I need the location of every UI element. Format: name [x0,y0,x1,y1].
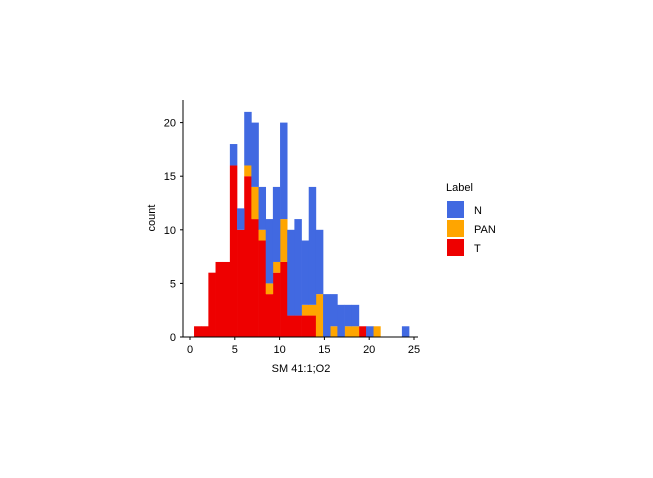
bar-t [280,261,288,337]
x-tick-label: 0 [187,344,193,356]
bar-n [280,122,288,220]
bar-n [258,186,267,230]
bar-pan [244,165,252,177]
bar-pan [301,304,310,316]
legend-key-pan [447,220,464,237]
bar-t [308,315,317,337]
legend-title: Label [446,182,473,194]
bar-pan [265,283,274,295]
bar-t [358,326,367,337]
legend-key-n [447,201,464,218]
x-tick-label: 20 [363,344,375,356]
bar-n [315,229,324,295]
bar-pan [308,304,317,316]
x-axis-title: SM 41:1;O2 [272,363,331,375]
bar-n [366,326,374,337]
bar-n [244,111,252,166]
bar-pan [258,229,267,241]
x-tick-label: 15 [318,344,330,356]
bar-n [323,294,331,337]
bar-t [237,229,245,337]
x-tick-label: 10 [273,344,285,356]
legend-label-t: T [474,243,481,255]
y-tick-label: 20 [164,118,176,130]
bar-n [272,186,281,262]
bar-n [229,144,238,166]
bar-pan [280,219,288,262]
bar-n [287,229,295,316]
bar-pan [330,326,338,337]
bar-n [265,219,274,284]
bar-n [301,240,310,305]
y-tick-label: 10 [164,225,176,237]
legend-label-pan: PAN [474,224,496,236]
bar-t [301,315,310,337]
x-tick-label: 5 [232,344,238,356]
bar-n [337,304,345,337]
bar-n [401,326,410,337]
bar-t [222,261,231,337]
legend-label-n: N [474,205,482,217]
bar-pan [315,294,324,337]
bar-n [294,219,302,316]
bar-t [251,219,259,337]
bar-pan [272,261,281,273]
bar-n [308,186,317,305]
bar-t [244,176,252,337]
bar-n [344,304,353,327]
x-tick-label: 25 [408,344,420,356]
bar-n [330,294,338,327]
bar-n [351,304,360,327]
bar-n [251,122,259,187]
bar-t [272,272,281,337]
y-tick-label: 5 [170,278,176,290]
bar-t [215,261,224,337]
bar-t [208,272,216,337]
bar-t [194,326,202,337]
bar-t [201,326,209,337]
bar-n [237,208,245,230]
bar-t [287,315,295,337]
bar-t [229,165,238,337]
bar-pan [344,326,353,337]
bar-pan [373,326,381,337]
legend-key-t [447,239,464,256]
y-tick-label: 0 [170,332,176,344]
y-tick-label: 15 [164,171,176,183]
bar-pan [251,186,259,220]
bar-pan [351,326,360,337]
bar-t [258,240,267,337]
bar-t [265,294,274,337]
bar-t [294,315,302,337]
y-axis-title: count [146,205,158,232]
